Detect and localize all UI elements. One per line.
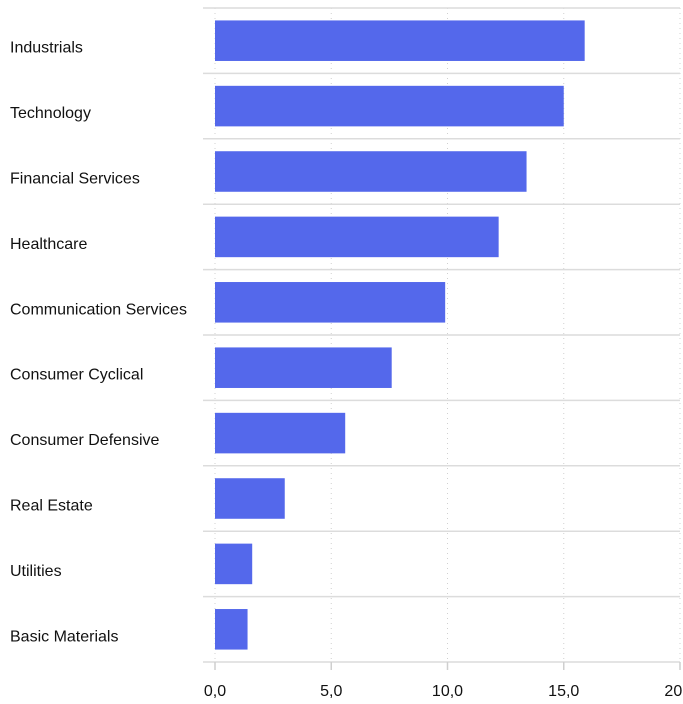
bar: [215, 282, 446, 323]
bar: [215, 151, 527, 192]
category-label: Real Estate: [10, 498, 93, 515]
bar: [215, 412, 346, 454]
x-tick-label: 5,0: [320, 683, 342, 700]
x-axis-ticks: 0,0 5,0 10,0 15,0 20,0: [204, 662, 683, 700]
category-label: Communication Services: [10, 301, 187, 318]
grid-lines: [203, 7, 681, 663]
category-label: Consumer Cyclical: [10, 367, 143, 384]
x-tick-label: 15,0: [548, 683, 579, 700]
bar: [215, 609, 248, 650]
category-label: Healthcare: [10, 236, 87, 253]
x-tick-label: 10,0: [432, 683, 463, 700]
bar: [215, 347, 392, 388]
category-label: Technology: [10, 105, 91, 122]
bar: [215, 543, 253, 585]
category-label: Industrials: [10, 40, 83, 57]
bar: [215, 478, 285, 519]
x-tick-label: 20,0: [664, 683, 683, 700]
bars: [215, 20, 585, 650]
category-labels: Industrials Technology Financial Services H…: [10, 40, 187, 646]
bar: [215, 216, 499, 258]
category-label: Utilities: [10, 563, 62, 580]
category-label: Financial Services: [10, 171, 140, 188]
category-label: Consumer Defensive: [10, 432, 160, 449]
bar: [215, 85, 564, 127]
category-label: Basic Materials: [10, 628, 118, 645]
bar: [215, 20, 585, 61]
x-tick-label: 0,0: [204, 683, 226, 700]
